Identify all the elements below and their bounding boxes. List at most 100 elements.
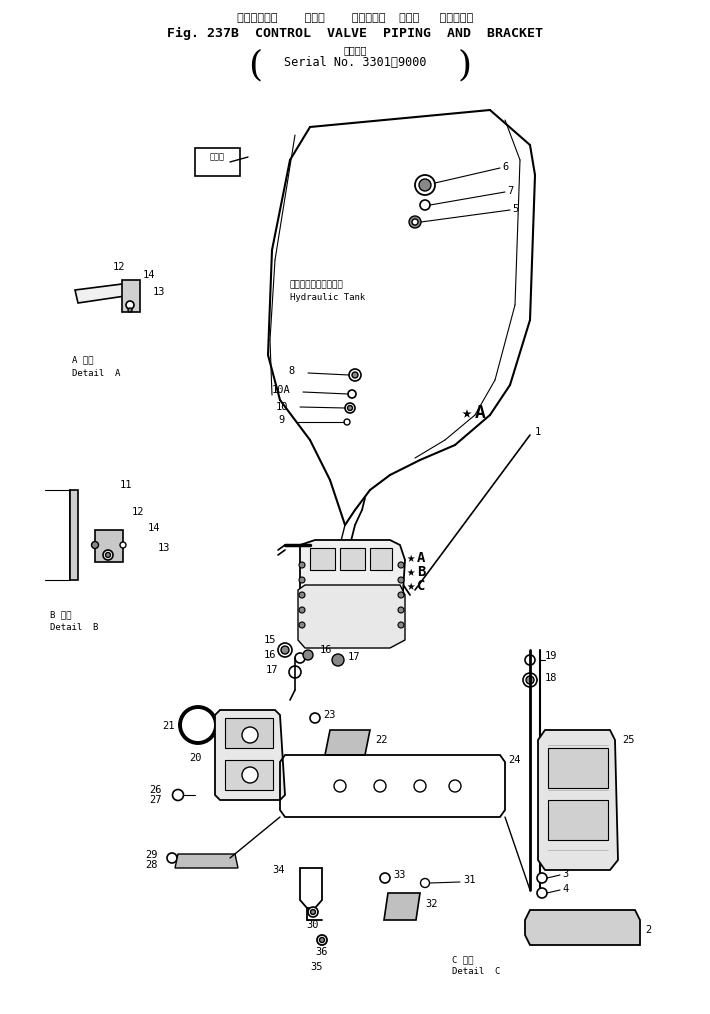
Circle shape xyxy=(398,607,404,613)
Circle shape xyxy=(347,406,352,411)
Circle shape xyxy=(281,646,289,654)
Text: Detail  B: Detail B xyxy=(50,623,99,632)
Text: 24: 24 xyxy=(508,755,520,765)
Text: ★: ★ xyxy=(407,565,415,579)
Circle shape xyxy=(415,175,435,195)
Circle shape xyxy=(120,542,126,548)
Text: 10A: 10A xyxy=(271,385,290,395)
Text: 22: 22 xyxy=(375,735,388,745)
Circle shape xyxy=(103,550,113,560)
Circle shape xyxy=(523,673,537,687)
Text: 16: 16 xyxy=(263,650,276,660)
Text: 17: 17 xyxy=(266,665,278,675)
Text: 23: 23 xyxy=(323,710,336,720)
Circle shape xyxy=(412,219,418,225)
Text: その方: その方 xyxy=(209,152,224,161)
Text: 26: 26 xyxy=(150,785,162,795)
Text: A 詳細: A 詳細 xyxy=(72,356,94,364)
Text: 5: 5 xyxy=(512,204,518,214)
Text: C: C xyxy=(417,579,425,593)
Text: Detail  A: Detail A xyxy=(72,368,121,377)
Bar xyxy=(195,148,240,176)
Text: (: ( xyxy=(248,48,262,82)
Text: 18: 18 xyxy=(545,673,557,683)
Circle shape xyxy=(420,200,430,210)
Text: 34: 34 xyxy=(273,865,285,875)
Text: コントロール    バルブ    パイピング  および   ブラケット: コントロール バルブ パイピング および ブラケット xyxy=(237,13,473,23)
Circle shape xyxy=(303,650,313,660)
Text: A: A xyxy=(475,404,486,422)
Text: 15: 15 xyxy=(263,635,276,645)
Circle shape xyxy=(349,369,361,381)
Text: 10: 10 xyxy=(275,402,288,412)
Circle shape xyxy=(409,216,421,228)
Text: 14: 14 xyxy=(143,270,155,280)
Circle shape xyxy=(173,790,183,800)
Circle shape xyxy=(310,713,320,723)
Bar xyxy=(122,280,140,312)
Text: 14: 14 xyxy=(148,523,160,533)
Text: 28: 28 xyxy=(146,860,158,870)
Circle shape xyxy=(106,553,111,558)
Text: B 詳細: B 詳細 xyxy=(50,610,72,620)
Text: C 詳細: C 詳細 xyxy=(452,955,474,964)
Circle shape xyxy=(380,873,390,883)
Circle shape xyxy=(242,767,258,783)
Circle shape xyxy=(299,622,305,628)
Bar xyxy=(225,718,273,748)
Text: Serial No. 3301～9000: Serial No. 3301～9000 xyxy=(284,57,426,70)
Text: ★: ★ xyxy=(462,404,472,422)
Circle shape xyxy=(128,308,132,312)
Polygon shape xyxy=(75,283,132,303)
Text: 25: 25 xyxy=(622,735,635,745)
Circle shape xyxy=(398,562,404,568)
Text: 35: 35 xyxy=(310,962,322,972)
Text: Fig. 237B  CONTROL  VALVE  PIPING  AND  BRACKET: Fig. 237B CONTROL VALVE PIPING AND BRACK… xyxy=(167,26,543,40)
Text: 17: 17 xyxy=(348,652,361,662)
Circle shape xyxy=(398,592,404,598)
Circle shape xyxy=(299,562,305,568)
Text: 33: 33 xyxy=(393,870,405,880)
Circle shape xyxy=(295,653,305,663)
Text: 7: 7 xyxy=(507,186,513,196)
Text: Hydraulic Tank: Hydraulic Tank xyxy=(290,292,365,301)
Text: 3: 3 xyxy=(562,869,568,879)
Text: 13: 13 xyxy=(153,287,165,297)
Bar xyxy=(370,548,392,570)
Circle shape xyxy=(289,666,301,678)
Text: 36: 36 xyxy=(315,947,327,957)
Polygon shape xyxy=(538,730,618,870)
Polygon shape xyxy=(215,710,285,800)
Text: ): ) xyxy=(458,48,472,82)
Text: 21: 21 xyxy=(163,721,175,731)
Circle shape xyxy=(167,853,177,863)
Circle shape xyxy=(537,888,547,898)
Polygon shape xyxy=(298,585,405,648)
Text: 9: 9 xyxy=(279,415,285,425)
Bar xyxy=(70,490,78,580)
Text: 30: 30 xyxy=(306,920,319,930)
Circle shape xyxy=(310,910,315,915)
Text: 12: 12 xyxy=(113,262,126,272)
Circle shape xyxy=(525,655,535,665)
Circle shape xyxy=(308,907,318,917)
Circle shape xyxy=(526,676,534,684)
Circle shape xyxy=(299,607,305,613)
Text: Detail  C: Detail C xyxy=(452,967,501,976)
Text: ★: ★ xyxy=(407,551,415,565)
Text: 27: 27 xyxy=(150,795,162,805)
Text: 適用号機: 適用号機 xyxy=(343,45,367,55)
Text: 8: 8 xyxy=(289,366,295,376)
Text: B: B xyxy=(417,565,425,579)
Circle shape xyxy=(278,643,292,657)
Circle shape xyxy=(320,938,324,942)
Bar xyxy=(340,548,365,570)
Circle shape xyxy=(299,592,305,598)
Polygon shape xyxy=(325,730,370,755)
Polygon shape xyxy=(300,540,405,645)
Text: 11: 11 xyxy=(120,480,133,490)
Polygon shape xyxy=(525,910,640,945)
Circle shape xyxy=(398,622,404,628)
Text: 12: 12 xyxy=(132,507,145,517)
Circle shape xyxy=(537,873,547,883)
